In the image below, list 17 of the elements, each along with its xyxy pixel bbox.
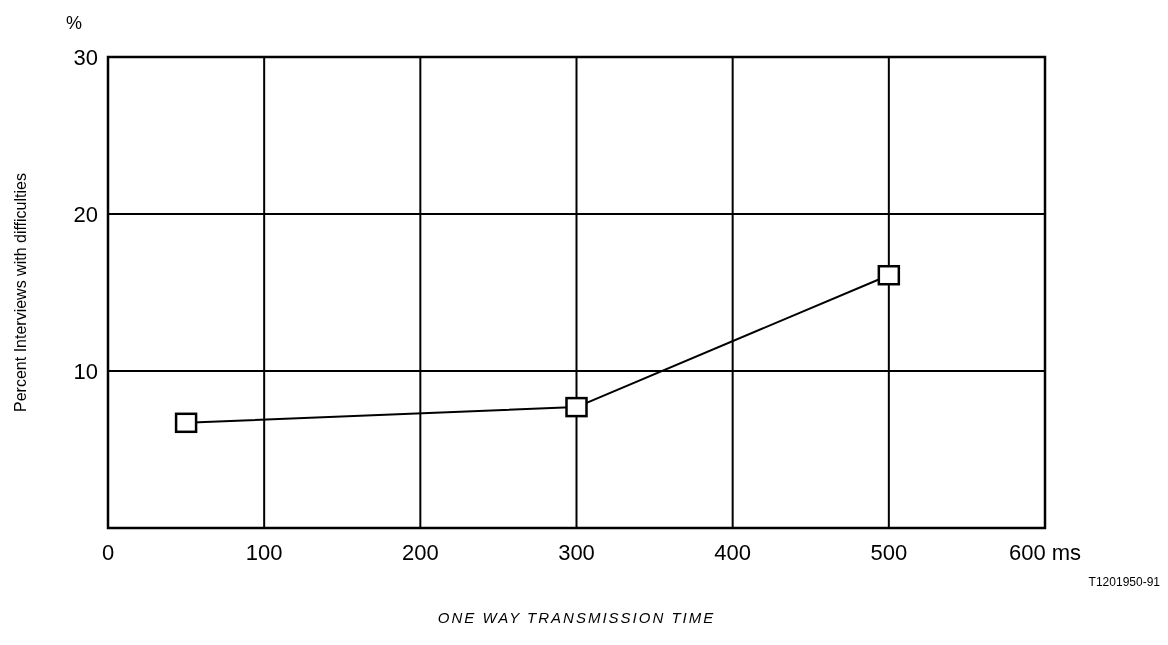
point — [565, 396, 588, 418]
y-axis-title: Percent Interviews with difficulties — [12, 173, 29, 412]
text: T1201950-91 — [1088, 575, 1161, 589]
y-tick-label: 20 — [73, 201, 98, 227]
x-tick-label: 100 — [245, 540, 283, 565]
x-tick-label: 300 — [558, 540, 595, 565]
x-tick-label: 400 — [714, 540, 752, 565]
x-tick-label: 500 — [870, 540, 908, 565]
point — [174, 412, 198, 434]
x-tick-label: 0 — [101, 540, 115, 565]
x-tick-label: 600 ms — [1008, 540, 1082, 565]
x-tick-label: 200 — [401, 540, 439, 565]
y-tick-label: 30 — [73, 44, 98, 70]
x-axis-title: ONE WAY TRANSMISSION TIME — [437, 609, 716, 626]
text: % — [65, 13, 83, 33]
point — [877, 264, 901, 286]
y-tick-label: 10 — [73, 358, 98, 384]
